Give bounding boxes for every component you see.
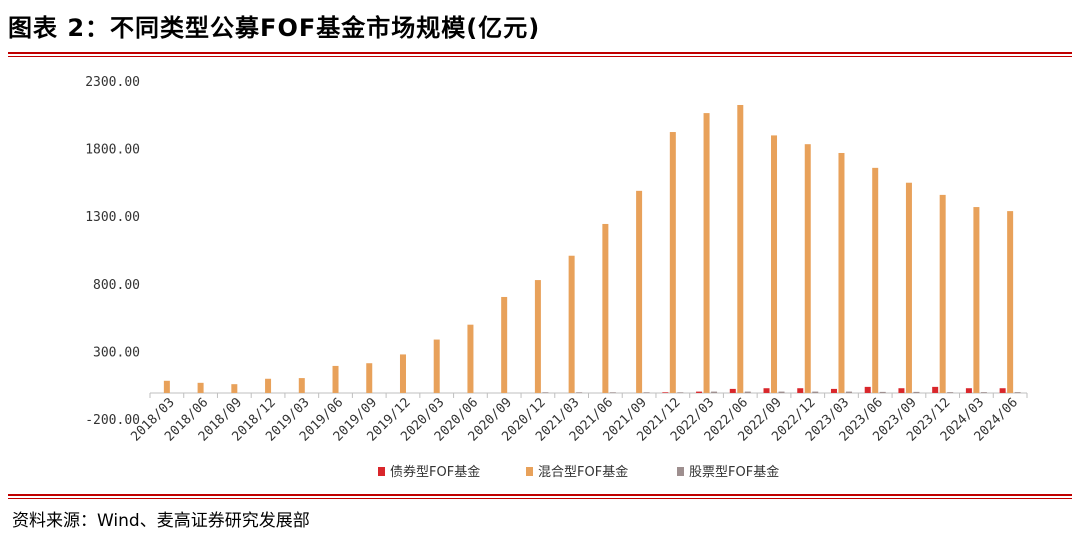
bar-mixed [669,132,676,393]
bar-mixed [433,339,440,393]
bottom-rule-thick [8,494,1072,496]
bar-bond [932,386,939,393]
bar-bond [662,392,669,393]
top-rule-thick [8,52,1072,54]
bar-stock [711,391,718,393]
y-tick-label: 2300.00 [85,75,140,90]
bar-bond [864,386,871,393]
bar-mixed [1007,211,1014,393]
bar-mixed [602,223,609,393]
bar-mixed [265,378,272,393]
bar-mixed [501,296,508,393]
bar-bond [999,388,1006,393]
bar-mixed [332,365,339,393]
bar-stock [879,391,886,393]
chart-title: 图表 2：不同类型公募FOF基金市场规模(亿元) [8,14,541,42]
legend-label: 股票型FOF基金 [689,464,779,480]
bar-mixed [231,384,238,393]
bar-stock [1014,392,1021,393]
bar-mixed [771,135,778,393]
bar-mixed [197,382,204,393]
bar-bond [965,388,972,393]
bar-chart: -200.00 300.00 800.00 1300.00 1800.00 2300.00… [85,75,1028,480]
bottom-rule-thin [8,498,1072,499]
bar-mixed [939,194,946,393]
bar-mixed [298,378,305,393]
bar-mixed [467,324,474,393]
bar-stock [576,392,583,393]
bar-mixed [838,152,845,393]
source-note: 资料来源：Wind、麦高证券研究发展部 [12,511,310,531]
bar-mixed [163,380,170,393]
bar-stock [947,392,954,393]
bar-mixed [399,354,406,393]
y-tick-label: 1800.00 [85,143,140,158]
bar-stock [609,392,616,393]
y-tick-label: -200.00 [85,413,140,428]
bar-bond [797,388,804,393]
bar-bond [696,391,703,393]
bar-stock [980,392,987,393]
bar-bond [729,388,736,393]
bar-stock [845,391,852,393]
bar-bond [898,388,905,393]
bar-mixed [703,113,710,393]
bar-stock [542,392,549,393]
bar-mixed [568,255,575,393]
bar-mixed [973,207,980,393]
legend-swatch [677,467,684,476]
bar-stock [677,392,684,393]
legend-label: 债券型FOF基金 [390,464,480,480]
legend-swatch [378,467,385,476]
bar-stock [812,391,819,393]
legend-label: 混合型FOF基金 [538,464,628,480]
bar-mixed [534,280,541,393]
bar-mixed [804,144,811,393]
bar-mixed [636,190,643,393]
bar-mixed [366,363,373,393]
bar-stock [744,391,751,393]
bar-stock [778,391,785,393]
bar-mixed [737,104,744,393]
bar-stock [643,392,650,393]
bar-mixed [872,167,879,393]
bar-bond [830,388,837,393]
bar-stock [913,391,920,393]
top-rule-thin [8,56,1072,57]
y-tick-label: 300.00 [93,345,140,360]
y-tick-label: 800.00 [93,278,140,293]
legend-swatch [526,467,533,476]
bar-bond [763,388,770,393]
bar-mixed [905,182,912,393]
y-tick-label: 1300.00 [85,210,140,225]
